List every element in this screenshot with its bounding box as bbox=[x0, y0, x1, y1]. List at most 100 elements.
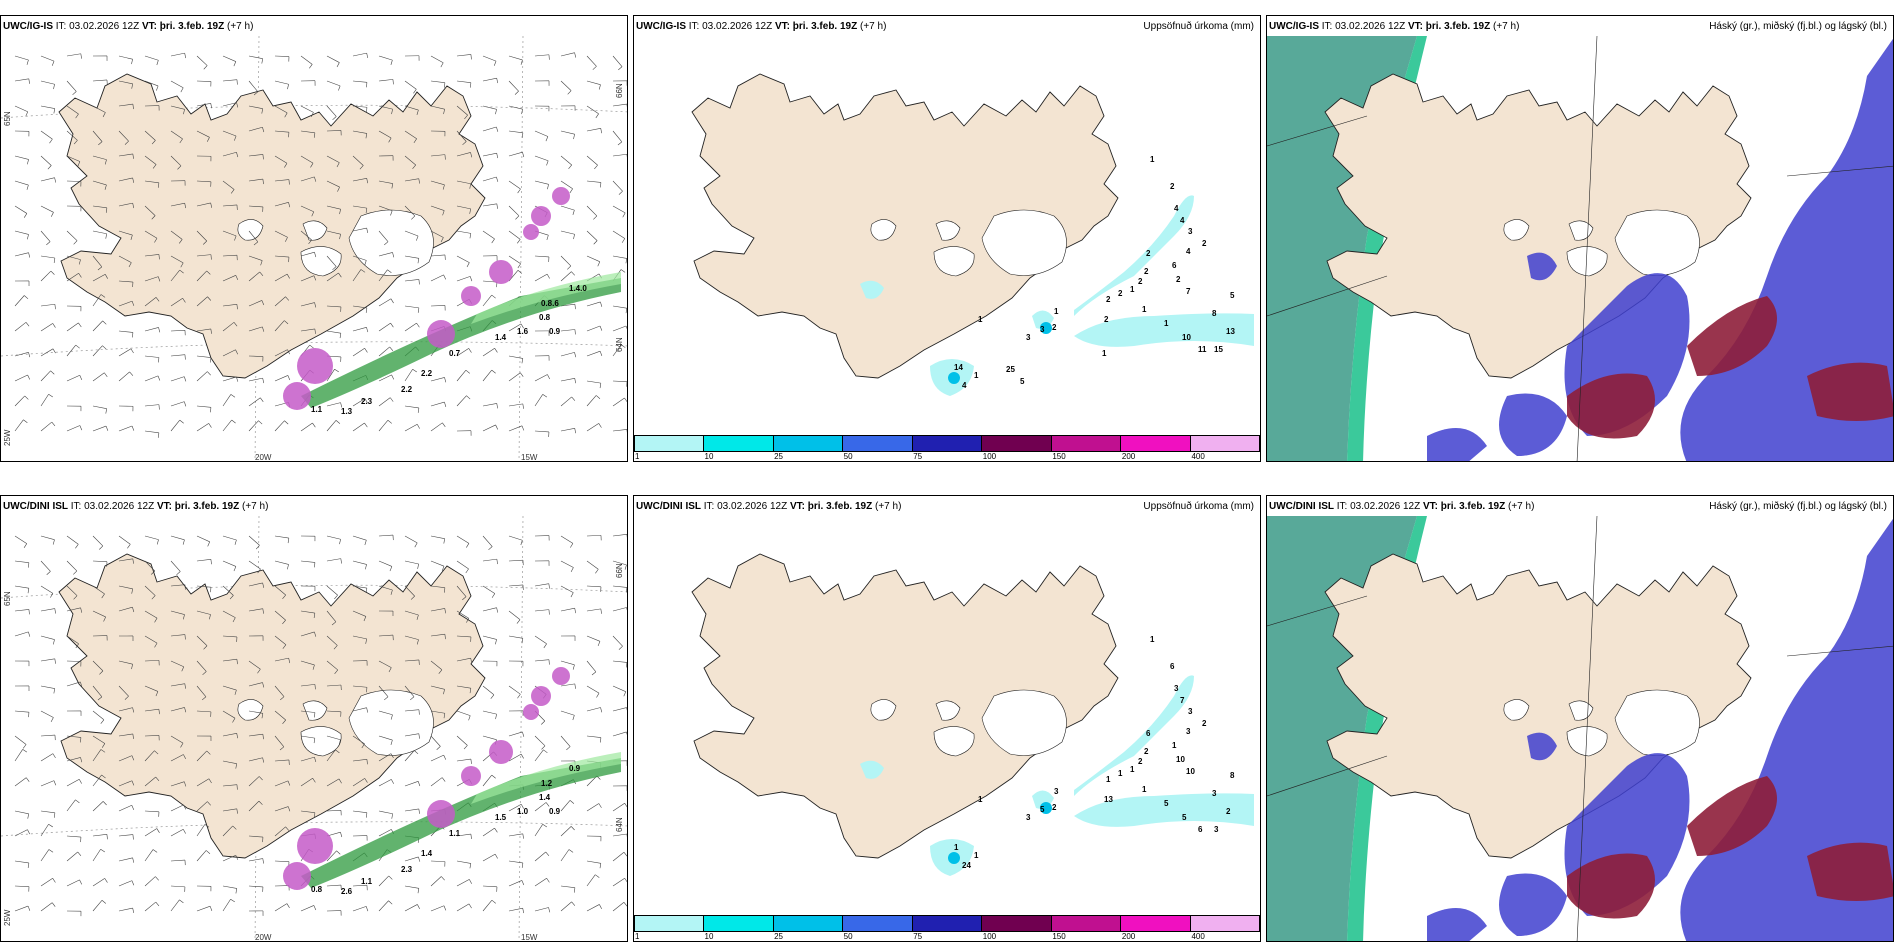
wind-barb bbox=[508, 323, 524, 332]
precip-area bbox=[1074, 313, 1254, 347]
legend-tick-label: 400 bbox=[1191, 452, 1205, 461]
precip-area bbox=[1074, 195, 1194, 316]
wind-barb bbox=[274, 657, 291, 664]
precip-value-label: 1 bbox=[1106, 775, 1111, 784]
precip-value-label: 1 bbox=[1142, 785, 1147, 794]
wind-barb bbox=[144, 404, 160, 410]
wind-barb bbox=[40, 608, 56, 614]
wind-value-label: 0.8 bbox=[311, 885, 323, 894]
wind-barb bbox=[534, 659, 550, 665]
legend-swatch bbox=[912, 916, 983, 931]
wind-barb bbox=[40, 348, 56, 357]
precip-value-label: 6 bbox=[1198, 825, 1203, 834]
wind-barb bbox=[586, 904, 602, 912]
wind-barb bbox=[534, 80, 550, 86]
wind-barb bbox=[300, 80, 316, 86]
wind-barb bbox=[274, 202, 291, 208]
wind-barb bbox=[222, 376, 239, 382]
wind-barb bbox=[144, 80, 159, 91]
wind-barb bbox=[170, 899, 184, 912]
wind-barb bbox=[196, 635, 208, 650]
lon-label-20w: 20W bbox=[255, 453, 272, 462]
panel-header: UWC/IG-IS IT: 03.02.2026 12Z VT: þri. 3.… bbox=[3, 21, 254, 32]
wind-barb bbox=[534, 155, 549, 166]
wind-barb bbox=[222, 180, 235, 194]
wind-barb bbox=[378, 585, 393, 595]
wind-barb bbox=[196, 328, 212, 334]
wind-barb bbox=[144, 180, 160, 188]
wind-barb bbox=[274, 155, 288, 168]
wind-barb bbox=[92, 230, 108, 239]
wind-barb bbox=[326, 255, 337, 271]
wind-barb bbox=[378, 735, 393, 745]
wind-barb bbox=[508, 255, 521, 269]
wind-barb bbox=[66, 255, 81, 265]
lon-label-15w: 15W bbox=[521, 453, 538, 462]
wind-barb bbox=[586, 105, 599, 119]
wind-barb bbox=[274, 635, 287, 649]
iceland-land bbox=[691, 553, 1119, 859]
wind-barb bbox=[40, 560, 51, 575]
cloud-title: Háský (gr.), miðský (fj.bl.) og lágský (… bbox=[1709, 21, 1887, 32]
wind-barb bbox=[404, 808, 420, 814]
wind-barb bbox=[378, 660, 392, 673]
precip-value-label: 2 bbox=[1226, 807, 1231, 816]
wind-barb bbox=[586, 380, 602, 389]
iceland-land bbox=[58, 553, 486, 859]
wind-barb bbox=[92, 610, 106, 622]
wind-barb bbox=[612, 80, 627, 86]
wind-barb bbox=[170, 735, 184, 748]
wind-barb bbox=[274, 710, 286, 725]
wind-barb bbox=[144, 685, 159, 697]
graticule-line bbox=[518, 515, 524, 941]
wind-barb bbox=[326, 205, 341, 215]
precip-value-label: 3 bbox=[1214, 825, 1219, 834]
wind-value-label: 1.1 bbox=[449, 829, 461, 838]
snow-patch bbox=[427, 800, 455, 828]
glacier bbox=[302, 700, 328, 721]
wind-barb bbox=[248, 757, 265, 763]
wind-barb bbox=[144, 297, 160, 307]
wind-barb bbox=[196, 423, 212, 432]
wind-barb bbox=[482, 774, 496, 787]
panel-header: UWC/DINI ISL IT: 03.02.2026 12Z VT: þri.… bbox=[3, 501, 269, 512]
wind-barb bbox=[508, 584, 524, 590]
wind-barb bbox=[482, 424, 499, 432]
wind-barb bbox=[456, 430, 472, 436]
legend-tick-label: 100 bbox=[982, 452, 997, 461]
wind-barb bbox=[300, 422, 316, 432]
wind-barb bbox=[248, 326, 265, 332]
wind-barb bbox=[274, 255, 290, 263]
wind-barb bbox=[196, 801, 211, 812]
wind-barb bbox=[560, 396, 576, 407]
wind-barb bbox=[118, 280, 134, 288]
wind-barb bbox=[118, 606, 135, 613]
wind-barb bbox=[66, 105, 79, 119]
glacier bbox=[348, 209, 434, 276]
wind-barb bbox=[508, 372, 524, 382]
wind-barb bbox=[430, 254, 446, 260]
wind-barb bbox=[66, 835, 82, 843]
wind-barb bbox=[118, 405, 134, 412]
cloud-map-panel-row2: UWC/DINI ISL IT: 03.02.2026 12Z VT: þri.… bbox=[1266, 495, 1894, 942]
wind-barb bbox=[612, 833, 627, 838]
wind-barb bbox=[612, 153, 627, 158]
wind-barb bbox=[274, 375, 291, 382]
wind-barb bbox=[248, 105, 264, 114]
wind-barb bbox=[560, 683, 576, 689]
wind-barb bbox=[430, 535, 446, 544]
wind-barb bbox=[352, 348, 368, 357]
precip-value-label: 2 bbox=[1202, 239, 1207, 248]
wind-barb bbox=[170, 80, 184, 93]
wind-barb bbox=[170, 269, 184, 282]
wind-barb bbox=[248, 835, 264, 843]
wind-barb bbox=[66, 879, 83, 887]
wind-barb bbox=[300, 610, 316, 619]
wind-barb bbox=[274, 420, 289, 432]
wind-value-label: 2.3 bbox=[401, 865, 413, 874]
wind-barb bbox=[222, 304, 238, 310]
precip-value-label: 2 bbox=[1052, 323, 1057, 332]
wind-barb bbox=[248, 154, 264, 160]
precip-value-label: 1 bbox=[978, 795, 983, 804]
legend-tick-label: 100 bbox=[982, 932, 997, 941]
